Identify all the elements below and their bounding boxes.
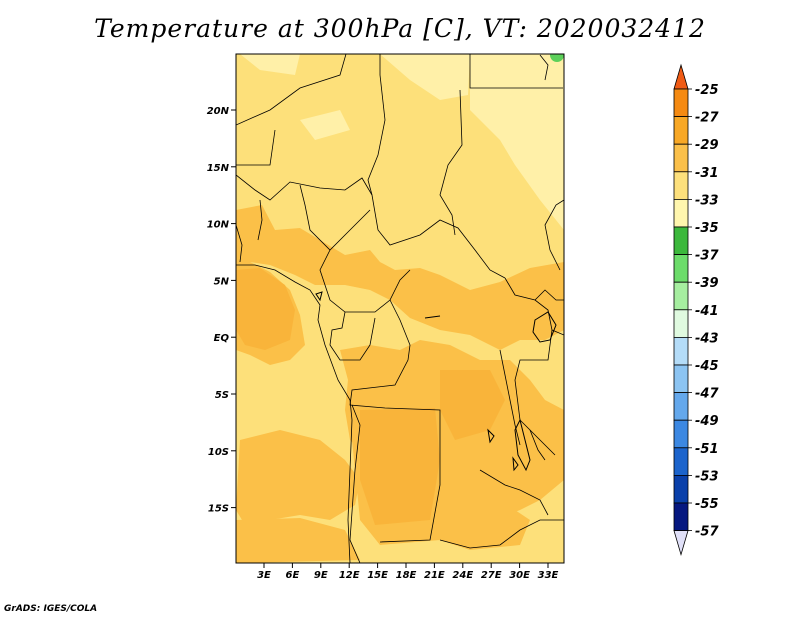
lon-tick-label: 21E <box>424 570 445 581</box>
latitude-axis: 20N 15N 10N 5N EQ 5S 10S 15S <box>207 106 236 515</box>
colorbar-label: -25 <box>695 83 719 98</box>
colorbar-swatch <box>673 281 689 311</box>
warm-regions <box>236 205 564 563</box>
colorbar-label: -37 <box>695 249 719 264</box>
colorbar-label: -55 <box>695 497 719 512</box>
lon-tick-label: 6E <box>286 570 300 581</box>
lon-tick-label: 30E <box>509 570 530 581</box>
colorbar-swatch <box>673 364 689 394</box>
colorbar-swatch <box>673 171 689 200</box>
longitude-axis: 3E 6E 9E 12E 15E 18E 21E 24E 27E 30E 33E <box>257 563 559 581</box>
lon-tick-label: 3E <box>257 570 271 581</box>
lakes <box>315 291 557 472</box>
warm-cores <box>236 268 505 525</box>
colorbar-label: -51 <box>695 442 719 457</box>
colorbar-swatch <box>673 226 689 256</box>
colorbar-swatch <box>673 392 689 421</box>
colorbar-swatch <box>673 474 689 504</box>
lon-tick-label: 33E <box>538 570 559 581</box>
colorbar-top-arrow <box>673 63 689 90</box>
map-panel <box>236 54 564 563</box>
lat-tick-label: 20N <box>207 106 230 117</box>
lat-tick-label: 5N <box>214 276 230 287</box>
colorbar-swatch <box>673 336 689 366</box>
colorbar-swatch <box>673 143 689 173</box>
lat-tick-label: EQ <box>214 333 230 344</box>
colorbar-label: -47 <box>695 387 719 402</box>
colorbar-label: -41 <box>695 304 719 319</box>
map-frame <box>235 53 565 564</box>
colorbar-label: -53 <box>695 469 719 484</box>
lat-tick-label: 15N <box>207 163 230 174</box>
colorbar-label: -27 <box>695 111 719 126</box>
lat-tick-label: 15S <box>208 504 229 515</box>
lon-tick-label: 15E <box>367 570 388 581</box>
colorbar-label: -31 <box>695 166 719 181</box>
colorbar-label: -43 <box>695 331 719 346</box>
colorbar-label: -49 <box>695 414 719 429</box>
country-borders <box>236 54 564 563</box>
lat-tick-label: 10N <box>207 220 230 231</box>
colorbar-label: -39 <box>695 276 719 291</box>
colorbar-label: -57 <box>695 525 719 540</box>
cool-patches <box>240 54 564 230</box>
colorbar-swatch <box>673 309 689 338</box>
colorbar-swatch <box>673 254 689 283</box>
colorbar: -25 -27 -29 -31 -33 -35 -37 -39 -41 -43 -45 -47 -49 -… <box>673 63 719 557</box>
colorbar-swatch <box>673 447 689 476</box>
colorbar-swatch <box>673 116 689 145</box>
colorbar-label: -35 <box>695 221 719 236</box>
colorbar-swatch <box>673 88 689 118</box>
grads-credit: GrADS: IGES/COLA <box>4 604 98 614</box>
cold-spot <box>550 54 564 62</box>
lon-tick-label: 12E <box>339 570 360 581</box>
colorbar-swatch <box>673 419 689 449</box>
lat-tick-label: 10S <box>208 447 229 458</box>
lon-tick-label: 24E <box>452 570 473 581</box>
colorbar-label: -45 <box>695 359 719 374</box>
lat-tick-label: 5S <box>215 390 229 401</box>
colorbar-swatch <box>673 502 689 532</box>
colorbar-swatch <box>673 198 689 228</box>
colorbar-label: -29 <box>695 138 719 153</box>
lon-tick-label: 18E <box>396 570 417 581</box>
colorbar-bottom-arrow <box>673 530 689 557</box>
map-title: Temperature at 300hPa [C], VT: 202003241… <box>94 14 706 43</box>
lon-tick-label: 27E <box>481 570 502 581</box>
lon-tick-label: 9E <box>314 570 328 581</box>
colorbar-label: -33 <box>695 193 719 208</box>
